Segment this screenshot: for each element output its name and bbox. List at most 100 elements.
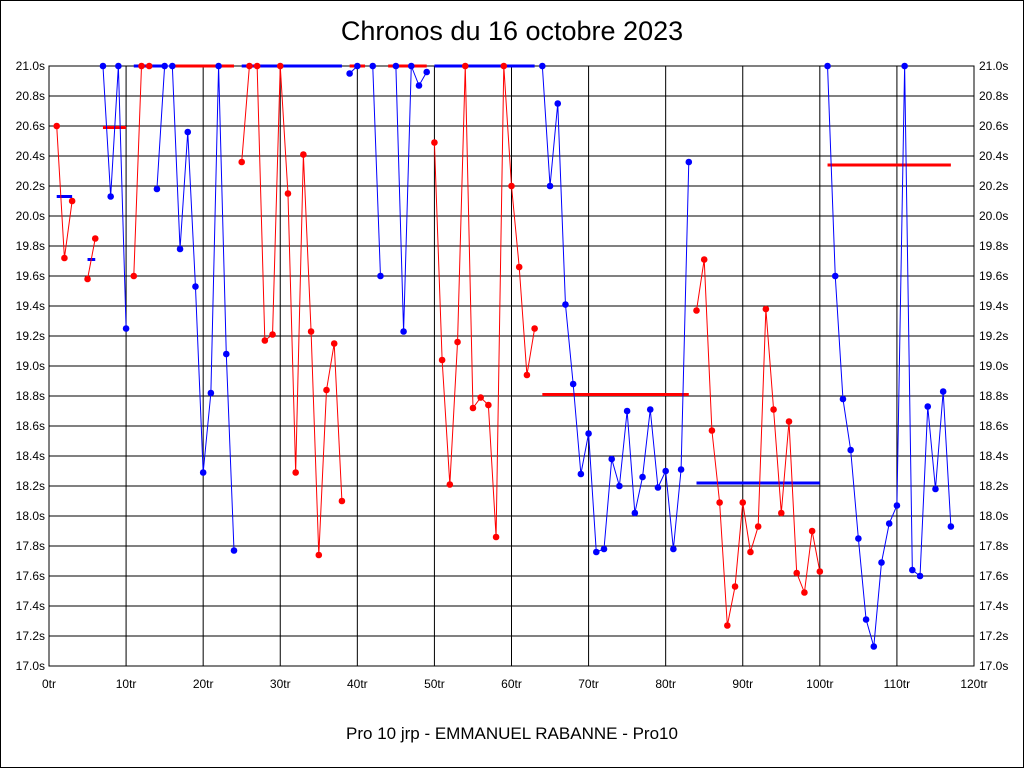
series-line xyxy=(433,65,536,538)
data-point xyxy=(924,403,932,410)
y-tick-label-left: 19.4s xyxy=(16,299,45,313)
y-tick-label-right: 18.6s xyxy=(979,419,1008,433)
series-line xyxy=(372,65,381,277)
data-point xyxy=(585,430,592,437)
data-point xyxy=(222,350,230,358)
data-point xyxy=(916,572,924,580)
data-point xyxy=(91,235,99,242)
y-tick-label-left: 17.6s xyxy=(16,569,45,583)
data-point xyxy=(276,62,284,70)
data-point xyxy=(562,301,569,308)
data-point xyxy=(400,328,407,335)
data-point xyxy=(731,583,739,590)
y-tick-label-right: 20.8s xyxy=(979,89,1008,103)
data-point xyxy=(115,62,122,70)
data-point xyxy=(438,356,446,364)
data-point xyxy=(338,497,346,505)
y-tick-label-right: 21.0s xyxy=(979,59,1008,73)
y-tick-label-right: 18.4s xyxy=(979,449,1008,463)
series-line xyxy=(102,65,127,329)
y-tick-label-right: 17.4s xyxy=(979,599,1008,613)
data-point xyxy=(230,547,238,554)
data-point xyxy=(831,272,839,280)
data-point xyxy=(739,499,747,506)
y-tick-label-left: 17.8s xyxy=(16,539,45,553)
y-tick-label-right: 19.6s xyxy=(979,269,1008,283)
y-tick-label-left: 19.8s xyxy=(16,239,45,253)
data-point xyxy=(269,331,276,338)
x-tick-label: 0tr xyxy=(42,677,56,691)
x-tick-label: 90tr xyxy=(732,677,753,691)
data-point xyxy=(847,446,854,454)
y-tick-label-right: 19.8s xyxy=(979,239,1008,253)
data-point xyxy=(662,467,669,475)
data-point xyxy=(539,62,546,70)
data-point xyxy=(546,182,554,190)
data-point xyxy=(523,371,531,379)
x-tick-label: 40tr xyxy=(347,677,368,691)
y-tick-label-left: 17.0s xyxy=(16,659,45,673)
data-point xyxy=(415,82,423,89)
y-tick-label-left: 18.0s xyxy=(16,509,45,523)
data-point xyxy=(469,404,477,412)
y-tick-label-left: 20.0s xyxy=(16,209,45,223)
data-point xyxy=(654,484,662,491)
data-point xyxy=(508,182,515,190)
data-point xyxy=(939,388,947,395)
data-point xyxy=(184,128,192,136)
data-point xyxy=(176,245,184,253)
data-point xyxy=(623,407,631,415)
y-tick-label-right: 17.6s xyxy=(979,569,1008,583)
data-point xyxy=(816,568,824,575)
data-point xyxy=(323,386,330,394)
data-point xyxy=(693,307,700,314)
data-point xyxy=(153,185,161,193)
y-tick-label-right: 17.2s xyxy=(979,629,1008,643)
y-tick-label-left: 20.6s xyxy=(16,119,45,133)
data-point xyxy=(192,283,199,290)
data-point xyxy=(870,643,878,650)
data-point xyxy=(862,616,870,623)
data-point xyxy=(284,190,292,197)
data-point xyxy=(770,406,777,413)
x-tick-label: 80tr xyxy=(655,677,676,691)
y-tick-label-right: 20.2s xyxy=(979,179,1008,193)
data-point xyxy=(207,389,215,397)
y-tick-label-left: 20.4s xyxy=(16,149,45,163)
data-point xyxy=(932,485,939,493)
y-tick-label-left: 17.2s xyxy=(16,629,45,643)
data-point xyxy=(107,193,114,200)
x-tick-label: 30tr xyxy=(270,677,291,691)
data-point xyxy=(600,545,608,553)
data-point xyxy=(554,100,562,107)
series-line xyxy=(696,259,821,626)
y-tick-label-left: 17.4s xyxy=(16,599,45,613)
chart-subtitle: Pro 10 jrp - EMMANUEL RABANNE - Pro10 xyxy=(346,724,678,743)
data-point xyxy=(855,535,862,542)
data-point xyxy=(724,622,731,629)
data-point xyxy=(531,325,538,332)
y-tick-label-left: 19.0s xyxy=(16,359,45,373)
series-line xyxy=(827,65,952,647)
data-point xyxy=(292,469,299,476)
data-point xyxy=(461,62,469,70)
data-point xyxy=(407,62,415,70)
data-point xyxy=(893,502,901,509)
data-point xyxy=(215,62,222,70)
y-tick-label-left: 18.2s xyxy=(16,479,45,493)
data-point xyxy=(246,62,253,70)
data-point xyxy=(253,62,261,70)
data-point xyxy=(307,328,315,335)
x-tick-label: 120tr xyxy=(960,677,987,691)
x-tick-label: 50tr xyxy=(424,677,445,691)
data-point xyxy=(99,62,107,70)
y-tick-label-right: 19.4s xyxy=(979,299,1008,313)
data-point xyxy=(315,551,323,559)
data-point xyxy=(747,548,754,556)
y-tick-label-left: 21.0s xyxy=(16,59,45,73)
data-point xyxy=(492,533,500,541)
y-tick-label-left: 19.6s xyxy=(16,269,45,283)
series-line xyxy=(156,65,235,551)
data-point xyxy=(161,62,168,70)
y-tick-label-left: 19.2s xyxy=(16,329,45,343)
